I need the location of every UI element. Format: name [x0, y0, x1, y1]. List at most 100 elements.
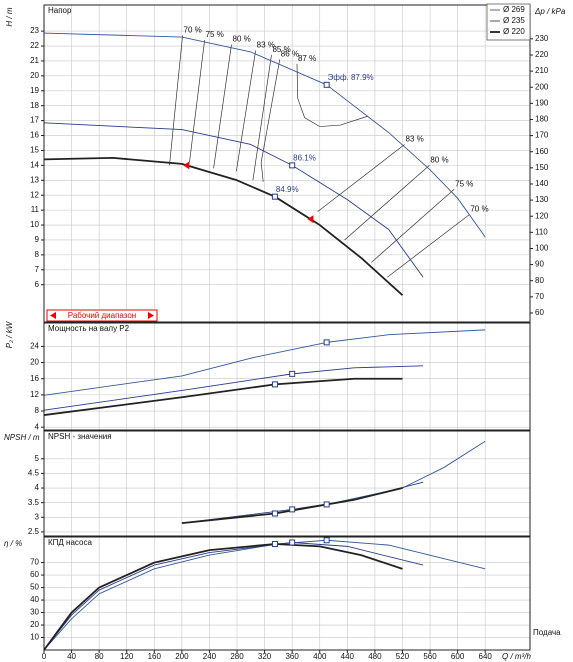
legend-label: Ø 220 [503, 27, 525, 36]
efficiency-label: 80 % [430, 155, 448, 164]
curve [43, 329, 486, 396]
x-tick-label: 200 [175, 652, 189, 661]
y2-tick-label: 60 [535, 308, 544, 317]
efficiency-line [169, 35, 183, 166]
y-tick-label: 5 [35, 454, 40, 463]
duty-point [323, 81, 330, 88]
efficiency-line [235, 50, 256, 172]
y-tick-label: 13 [30, 175, 39, 184]
y2-tick-label: 200 [535, 82, 549, 91]
y2-tick-label: 220 [535, 50, 549, 59]
duty-point [289, 162, 296, 169]
y-axis-label: η / % [4, 539, 22, 548]
y-tick-label: 50 [30, 583, 39, 592]
efficiency-line [371, 188, 455, 263]
y-tick-label: 10 [30, 633, 39, 642]
efficiency-label: 80 % [233, 35, 251, 44]
duty-point [323, 339, 330, 346]
y-tick-label: 23 [30, 26, 39, 35]
y-tick-label: 9 [35, 235, 40, 244]
x-tick-label: 280 [230, 652, 244, 661]
duty-point [323, 501, 330, 508]
y-tick-label: 20 [30, 71, 39, 80]
x-tick-label: 0 [42, 652, 47, 661]
y-tick-label: 16 [30, 131, 39, 140]
duty-point [271, 510, 278, 517]
efficiency-label: 85 % [272, 45, 290, 54]
y-tick-label: 8 [35, 406, 40, 415]
y-tick-label: 19 [30, 86, 39, 95]
x-axis-label: Q / m³/h [502, 652, 531, 661]
y-tick-label: 10 [30, 220, 39, 229]
y-tick-label: 3.5 [28, 498, 40, 507]
x-tick-label: 80 [95, 652, 104, 661]
y2-tick-label: 180 [535, 115, 549, 124]
range-arrow [148, 312, 154, 319]
efficiency-line [189, 40, 205, 163]
y-tick-label: 4 [35, 422, 40, 431]
y-tick-label: 21 [30, 56, 39, 65]
x-tick-label: 600 [451, 652, 465, 661]
range-arrow [50, 312, 56, 319]
curve [43, 157, 404, 296]
duty-point [271, 381, 278, 388]
curve [43, 365, 424, 411]
panel-frame [43, 322, 531, 431]
efficiency-line [260, 59, 281, 182]
efficiency-label: 70 % [184, 26, 202, 35]
y-tick-label: 60 [30, 570, 39, 579]
x-tick-label: 120 [120, 652, 134, 661]
efficiency-line [296, 63, 369, 127]
y2-tick-label: 90 [535, 260, 544, 269]
point-label: Эфф. 87.9% [328, 73, 374, 82]
y-tick-label: 11 [31, 205, 40, 214]
panel-frame [43, 4, 531, 323]
y-tick-label: 4.5 [28, 469, 40, 478]
curve [43, 542, 424, 651]
y2-tick-label: 170 [535, 131, 549, 140]
y2-tick-label: 210 [535, 66, 549, 75]
panel-title: Напор [48, 6, 72, 15]
duty-point [289, 370, 296, 377]
y-tick-label: 70 [30, 558, 39, 567]
efficiency-label: 75 % [455, 179, 473, 188]
y2-tick-label: 120 [535, 211, 549, 220]
curve [43, 539, 486, 651]
y-axis-label: P₂ / kW [5, 320, 14, 348]
panel-title: Мощность на валу P2 [48, 324, 130, 333]
y2-tick-label: 140 [535, 179, 549, 188]
y-tick-label: 8 [35, 250, 40, 259]
y2-tick-label: 130 [535, 195, 549, 204]
x-tick-label: 320 [258, 652, 272, 661]
y-tick-label: 18 [30, 101, 39, 110]
curve [43, 543, 403, 651]
y-tick-label: 14 [30, 160, 39, 169]
efficiency-line [387, 214, 470, 278]
panel-title: NPSH - значения [48, 432, 112, 441]
efficiency-label: 86 % [281, 50, 299, 59]
y2-tick-label: 160 [535, 147, 549, 156]
efficiency-label: 70 % [470, 205, 488, 214]
y-tick-label: 12 [30, 190, 39, 199]
x-tick-label: 400 [313, 652, 327, 661]
y-axis-label: H / m [5, 7, 14, 26]
duty-point [289, 506, 296, 513]
efficiency-label: 75 % [206, 30, 224, 39]
x-axis-title: Подача [533, 628, 561, 637]
y-tick-label: 4 [35, 483, 40, 492]
range-box [46, 309, 158, 322]
range-marker [307, 215, 314, 224]
y2-tick-label: 150 [535, 163, 549, 172]
y2-tick-label: 190 [535, 98, 549, 107]
efficiency-label: 83 % [257, 41, 275, 50]
panel-title: КПД насоса [48, 538, 92, 547]
range-label: Рабочий диапазон [68, 311, 136, 320]
curve [181, 440, 486, 524]
y2-tick-label: 100 [535, 244, 549, 253]
curve [43, 32, 486, 238]
x-tick-label: 640 [479, 652, 493, 661]
x-tick-label: 480 [368, 652, 382, 661]
x-tick-label: 520 [396, 652, 410, 661]
